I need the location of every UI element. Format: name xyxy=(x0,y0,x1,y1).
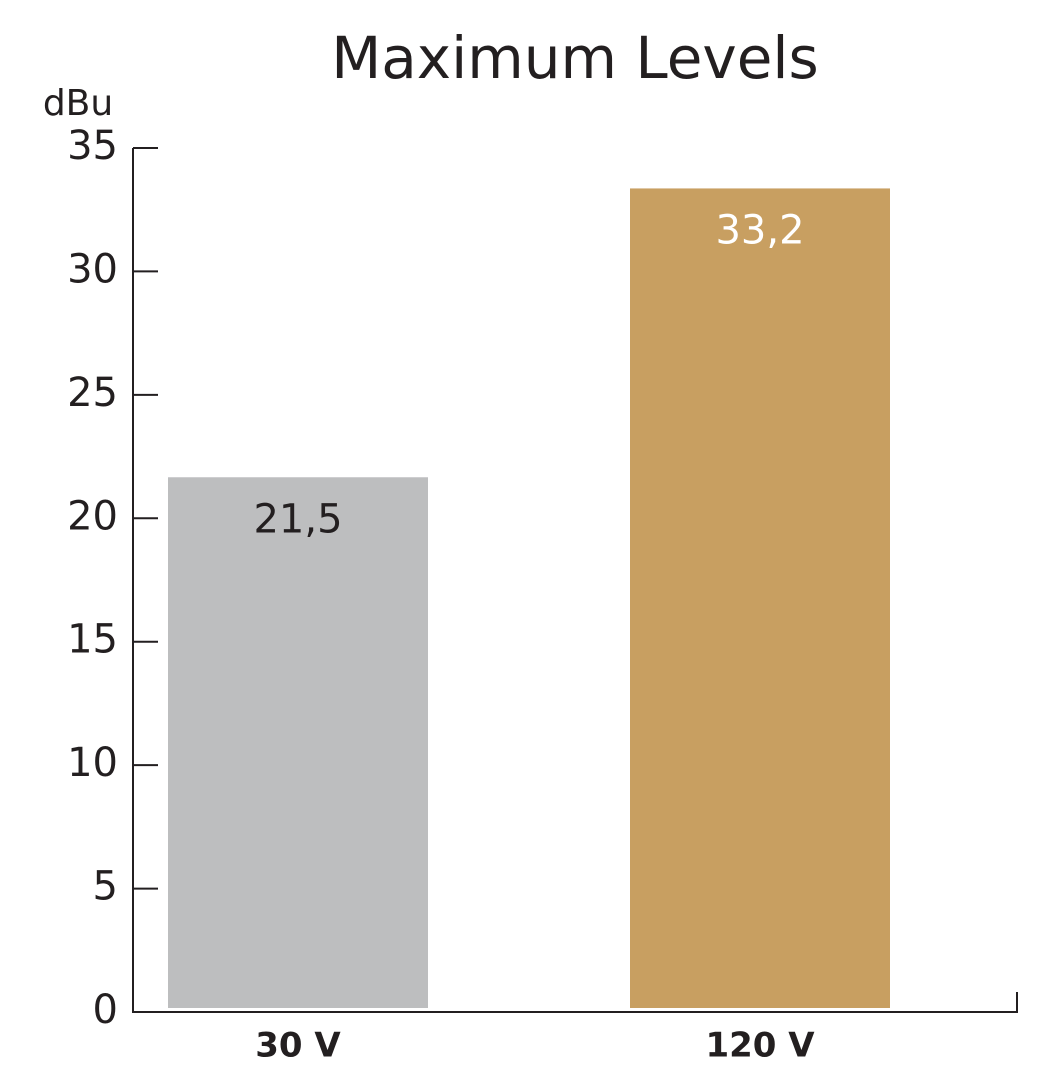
chart-title: Maximum Levels xyxy=(331,24,819,92)
value-label: 21,5 xyxy=(253,496,342,542)
y-tick-label: 20 xyxy=(67,493,118,539)
x-tick-label: 120 V xyxy=(705,1026,815,1066)
y-tick-label: 30 xyxy=(67,246,118,292)
y-tick-label: 35 xyxy=(67,123,118,169)
y-axis-label: dBu xyxy=(43,83,113,124)
bar xyxy=(630,188,890,1009)
y-tick-label: 0 xyxy=(93,987,118,1033)
value-label: 33,2 xyxy=(715,207,804,253)
x-tick-label: 30 V xyxy=(255,1026,341,1066)
y-tick-label: 25 xyxy=(67,370,118,416)
y-tick-label: 15 xyxy=(67,617,118,663)
y-tick-label: 10 xyxy=(67,740,118,786)
bar xyxy=(168,477,428,1008)
y-tick-label: 5 xyxy=(93,864,118,910)
